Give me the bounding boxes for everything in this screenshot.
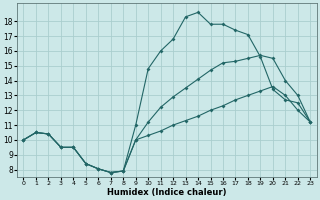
X-axis label: Humidex (Indice chaleur): Humidex (Indice chaleur): [107, 188, 227, 197]
